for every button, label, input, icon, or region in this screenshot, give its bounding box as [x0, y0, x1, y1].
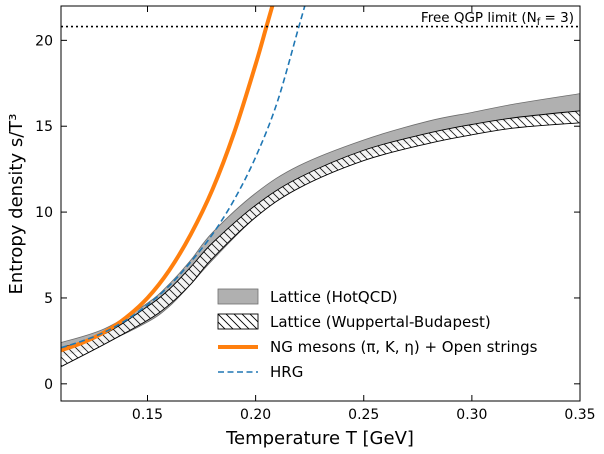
- plot-frame: [60, 5, 581, 402]
- legend-label-2: NG mesons (π, K, η) + Open strings: [270, 338, 538, 356]
- y-tick-label: 15: [35, 119, 53, 135]
- legend-label-3: HRG: [270, 363, 303, 381]
- x-tick-label: 0.20: [240, 407, 271, 423]
- y-tick-label: 0: [44, 377, 53, 393]
- reference-line-label: Free QGP limit (Nf = 3): [421, 10, 574, 28]
- x-tick-label: 0.35: [564, 407, 595, 423]
- x-tick-label: 0.30: [456, 407, 487, 423]
- legend-label-0: Lattice (HotQCD): [270, 288, 398, 306]
- y-tick-label: 10: [35, 205, 53, 221]
- y-tick-label: 20: [35, 33, 53, 49]
- x-axis-label: Temperature T [GeV]: [225, 428, 414, 449]
- legend: Lattice (HotQCD) Lattice (Wuppertal-Budap…: [217, 288, 538, 381]
- y-axis-label: Entropy density s/T³: [6, 113, 27, 294]
- legend-swatch-0: [217, 288, 259, 305]
- x-tick-label: 0.25: [348, 407, 379, 423]
- legend-label-1: Lattice (Wuppertal-Budapest): [270, 313, 491, 331]
- y-tick-label: 5: [44, 291, 53, 307]
- series-band-1: [61, 110, 580, 368]
- legend-swatch-1: [217, 313, 259, 330]
- series-line-2: [61, 6, 275, 353]
- x-tick-label: 0.15: [132, 407, 163, 423]
